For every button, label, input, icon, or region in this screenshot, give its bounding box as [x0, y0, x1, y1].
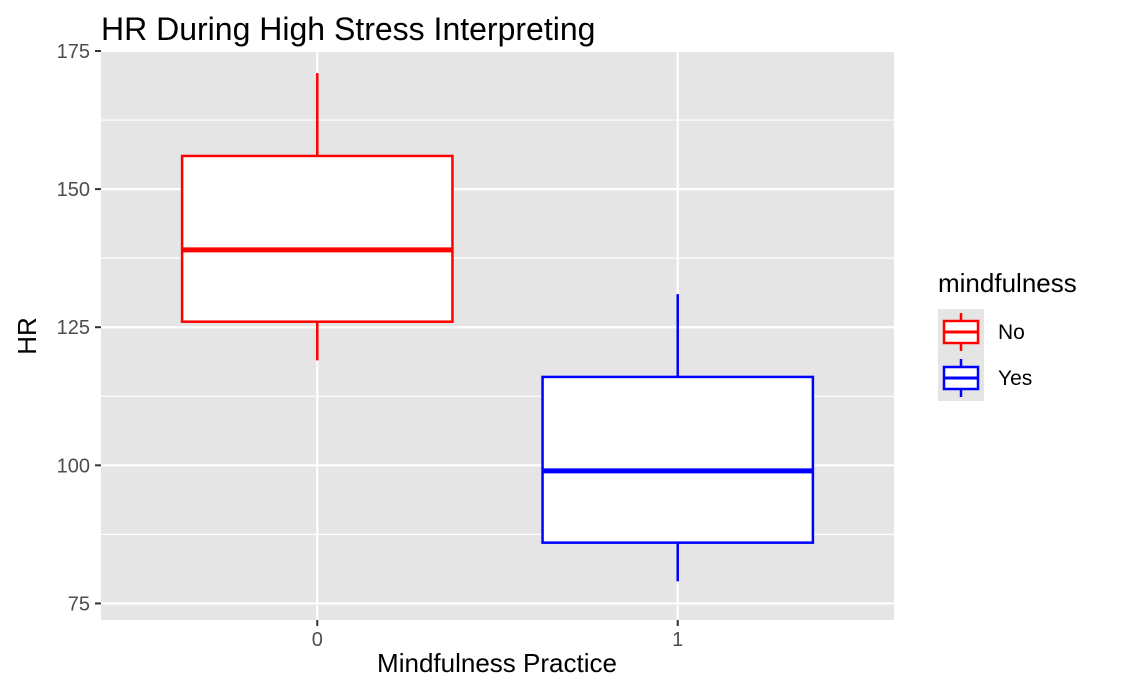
y-tick-label: 175 — [57, 41, 90, 63]
y-axis: 75 100 125 150 175 — [57, 41, 101, 615]
legend-label: No — [998, 321, 1025, 344]
y-axis-title: HR — [12, 317, 42, 355]
box-body — [180, 154, 454, 323]
y-tick-label: 100 — [57, 455, 90, 477]
x-tick-label: 0 — [312, 629, 323, 651]
legend: mindfulness No Yes — [938, 268, 1077, 401]
legend-label: Yes — [998, 367, 1032, 390]
x-tick-label: 1 — [672, 629, 683, 651]
legend-item-yes: Yes — [938, 355, 1032, 401]
y-tick-label: 75 — [68, 593, 90, 615]
box-yes — [541, 294, 815, 582]
legend-keys: No Yes — [938, 309, 1032, 401]
x-axis-title: Mindfulness Practice — [377, 648, 617, 678]
chart-title: HR During High Stress Interpreting — [101, 11, 595, 47]
box-body — [541, 375, 815, 544]
legend-title: mindfulness — [938, 268, 1077, 298]
y-tick-label: 150 — [57, 179, 90, 201]
box-series — [180, 73, 815, 582]
y-tick-label: 125 — [57, 317, 90, 339]
box-no — [180, 73, 454, 361]
legend-item-no: No — [938, 309, 1025, 355]
